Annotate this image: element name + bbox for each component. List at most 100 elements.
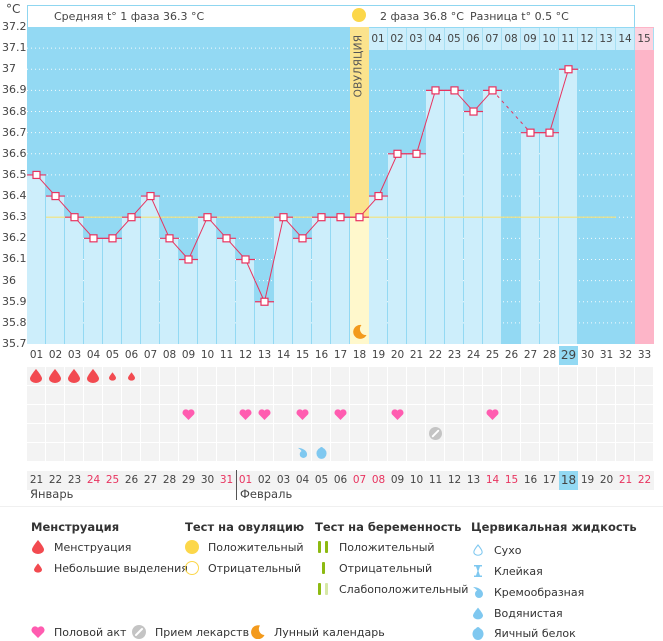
cycle-day-label[interactable]: 01: [29, 349, 44, 361]
cycle-day-label[interactable]: 05: [105, 349, 120, 361]
event-cell[interactable]: [559, 367, 577, 385]
cycle-day-label[interactable]: 04: [86, 349, 101, 361]
event-cell[interactable]: [65, 386, 83, 404]
event-cell[interactable]: [141, 424, 159, 442]
calendar-date-label[interactable]: 07: [350, 471, 369, 490]
event-cell[interactable]: [540, 405, 558, 423]
event-cell[interactable]: [293, 424, 311, 442]
event-cell[interactable]: [198, 386, 216, 404]
event-cell[interactable]: [217, 386, 235, 404]
event-cell[interactable]: [84, 405, 102, 423]
event-cell[interactable]: [27, 443, 45, 461]
event-cell[interactable]: [578, 386, 596, 404]
event-cell[interactable]: [103, 386, 121, 404]
event-cell[interactable]: [578, 405, 596, 423]
calendar-date-label[interactable]: 06: [331, 471, 350, 490]
event-cell[interactable]: [27, 405, 45, 423]
cycle-day-label[interactable]: 23: [447, 349, 462, 361]
event-cell[interactable]: [255, 424, 273, 442]
calendar-date-label[interactable]: 24: [84, 471, 103, 490]
event-cell[interactable]: [407, 367, 425, 385]
event-cell[interactable]: [540, 424, 558, 442]
cycle-day-label[interactable]: 28: [542, 349, 557, 361]
event-cell[interactable]: [635, 424, 653, 442]
event-cell[interactable]: [141, 443, 159, 461]
event-cell[interactable]: [46, 405, 64, 423]
event-cell[interactable]: [445, 424, 463, 442]
event-cell[interactable]: [597, 367, 615, 385]
calendar-date-label[interactable]: 09: [388, 471, 407, 490]
event-cell[interactable]: [27, 424, 45, 442]
event-cell[interactable]: [103, 405, 121, 423]
cycle-day-label[interactable]: 25: [485, 349, 500, 361]
event-cell[interactable]: [236, 424, 254, 442]
event-cell[interactable]: [274, 443, 292, 461]
event-cell[interactable]: [274, 424, 292, 442]
event-cell[interactable]: [464, 424, 482, 442]
calendar-date-label[interactable]: 22: [46, 471, 65, 490]
event-cell[interactable]: [236, 367, 254, 385]
event-cell[interactable]: [255, 367, 273, 385]
cycle-day-label[interactable]: 08: [162, 349, 177, 361]
cycle-day-label[interactable]: 03: [67, 349, 82, 361]
calendar-date-label[interactable]: 21: [27, 471, 46, 490]
event-cell[interactable]: [597, 443, 615, 461]
event-cell[interactable]: [388, 424, 406, 442]
event-cell[interactable]: [217, 405, 235, 423]
event-cell[interactable]: [217, 443, 235, 461]
cycle-day-label[interactable]: 17: [333, 349, 348, 361]
event-cell[interactable]: [312, 367, 330, 385]
event-cell[interactable]: [103, 424, 121, 442]
event-cell[interactable]: [84, 424, 102, 442]
event-cell[interactable]: [122, 424, 140, 442]
calendar-date-label[interactable]: 10: [407, 471, 426, 490]
event-cell[interactable]: [141, 386, 159, 404]
calendar-date-label[interactable]: 15: [502, 471, 521, 490]
calendar-date-label[interactable]: 29: [179, 471, 198, 490]
event-cell[interactable]: [179, 386, 197, 404]
cycle-day-label[interactable]: 31: [599, 349, 614, 361]
event-cell[interactable]: [426, 386, 444, 404]
event-cell[interactable]: [388, 443, 406, 461]
event-cell[interactable]: [369, 424, 387, 442]
event-cell[interactable]: [160, 367, 178, 385]
cycle-day-label[interactable]: 24: [466, 349, 481, 361]
calendar-date-label[interactable]: 13: [464, 471, 483, 490]
event-cell[interactable]: [312, 405, 330, 423]
event-cell[interactable]: [65, 405, 83, 423]
event-cell[interactable]: [559, 386, 577, 404]
event-cell[interactable]: [426, 367, 444, 385]
event-cell[interactable]: [407, 424, 425, 442]
event-cell[interactable]: [502, 443, 520, 461]
calendar-date-label[interactable]: 18: [559, 471, 578, 490]
event-cell[interactable]: [65, 424, 83, 442]
calendar-date-label[interactable]: 20: [597, 471, 616, 490]
calendar-date-label[interactable]: 04: [293, 471, 312, 490]
event-cell[interactable]: [540, 386, 558, 404]
cycle-day-label[interactable]: 21: [409, 349, 424, 361]
cycle-day-label[interactable]: 18: [352, 349, 367, 361]
event-cell[interactable]: [540, 367, 558, 385]
event-cell[interactable]: [350, 405, 368, 423]
event-cell[interactable]: [198, 424, 216, 442]
event-cell[interactable]: [122, 405, 140, 423]
event-cell[interactable]: [616, 386, 634, 404]
event-cell[interactable]: [369, 386, 387, 404]
event-cell[interactable]: [160, 386, 178, 404]
event-cell[interactable]: [407, 386, 425, 404]
event-cell[interactable]: [521, 405, 539, 423]
cycle-day-label[interactable]: 07: [143, 349, 158, 361]
event-cell[interactable]: [198, 367, 216, 385]
event-cell[interactable]: [388, 386, 406, 404]
event-cell[interactable]: [84, 386, 102, 404]
calendar-date-label[interactable]: 31: [217, 471, 236, 490]
event-cell[interactable]: [331, 424, 349, 442]
event-cell[interactable]: [578, 443, 596, 461]
event-cell[interactable]: [293, 386, 311, 404]
event-cell[interactable]: [84, 443, 102, 461]
event-cell[interactable]: [141, 405, 159, 423]
calendar-date-label[interactable]: 11: [426, 471, 445, 490]
calendar-date-label[interactable]: 25: [103, 471, 122, 490]
event-cell[interactable]: [426, 443, 444, 461]
event-cell[interactable]: [103, 443, 121, 461]
